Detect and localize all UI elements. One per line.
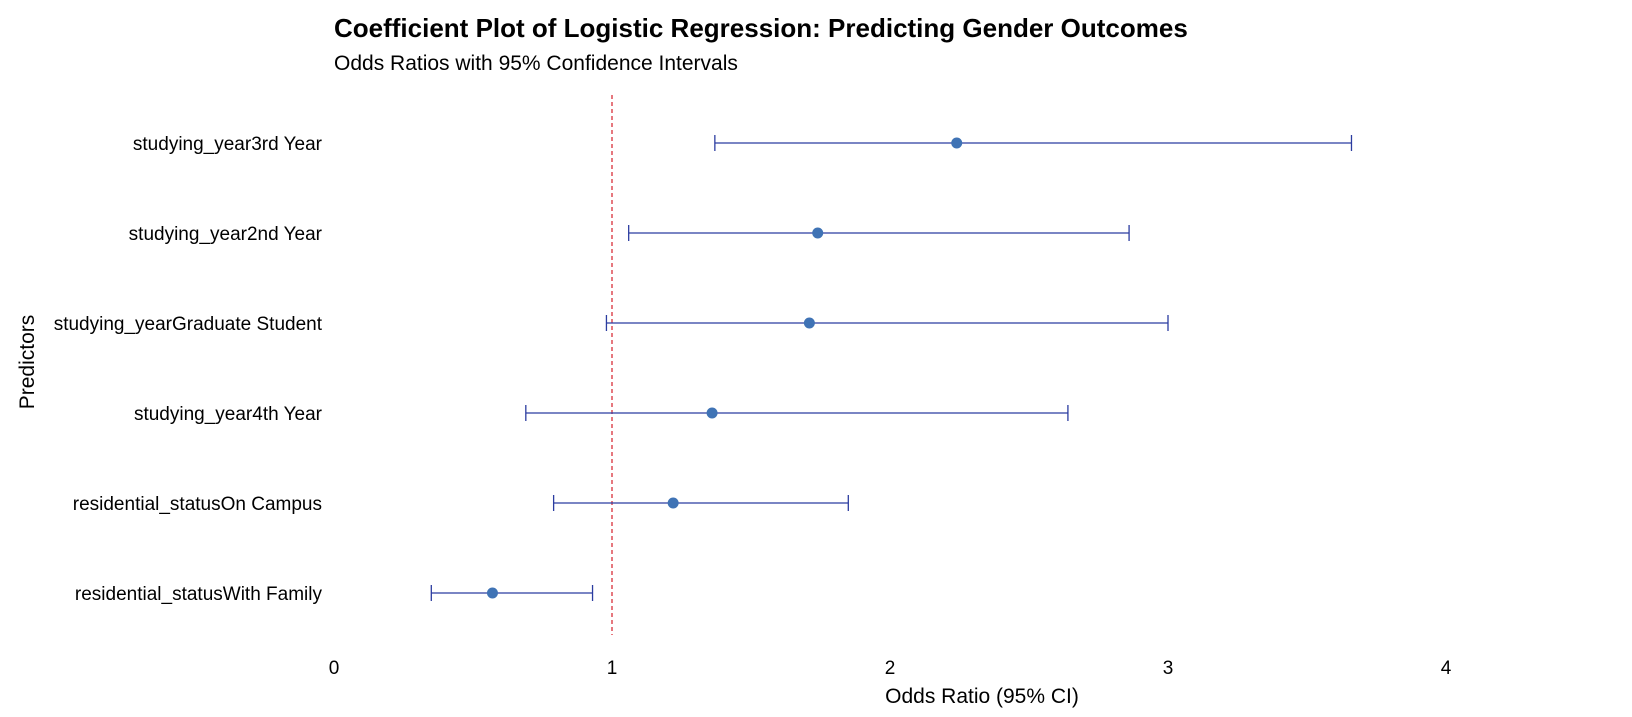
y-tick-label: studying_yearGraduate Student <box>54 314 323 335</box>
y-tick-label: studying_year4th Year <box>134 404 323 425</box>
x-tick-label: 2 <box>885 658 896 679</box>
y-tick-label: residential_statusWith Family <box>75 584 323 605</box>
confidence-interval <box>605 315 1169 331</box>
point-estimate <box>486 587 498 599</box>
y-tick-label: studying_year2nd Year <box>129 224 323 245</box>
confidence-interval <box>714 135 1353 151</box>
x-tick-label: 0 <box>329 658 340 679</box>
confidence-interval <box>430 585 594 601</box>
x-axis-title: Odds Ratio (95% CI) <box>885 685 1079 708</box>
y-tick-label: residential_statusOn Campus <box>73 494 322 515</box>
chart-title: Coefficient Plot of Logistic Regression:… <box>334 13 1188 43</box>
point-estimate <box>706 407 718 419</box>
y-axis-title: Predictors <box>16 315 39 410</box>
point-estimate <box>812 227 824 239</box>
confidence-interval <box>628 225 1130 241</box>
chart-subtitle: Odds Ratios with 95% Confidence Interval… <box>334 52 738 75</box>
confidence-interval <box>552 495 849 511</box>
point-estimate <box>951 137 963 149</box>
point-estimate <box>803 317 815 329</box>
x-tick-label: 4 <box>1441 658 1452 679</box>
confidence-interval <box>525 405 1069 421</box>
point-estimate <box>667 497 679 509</box>
y-tick-label: studying_year3rd Year <box>133 134 323 155</box>
x-tick-label: 1 <box>607 658 618 679</box>
x-tick-label: 3 <box>1163 658 1174 679</box>
